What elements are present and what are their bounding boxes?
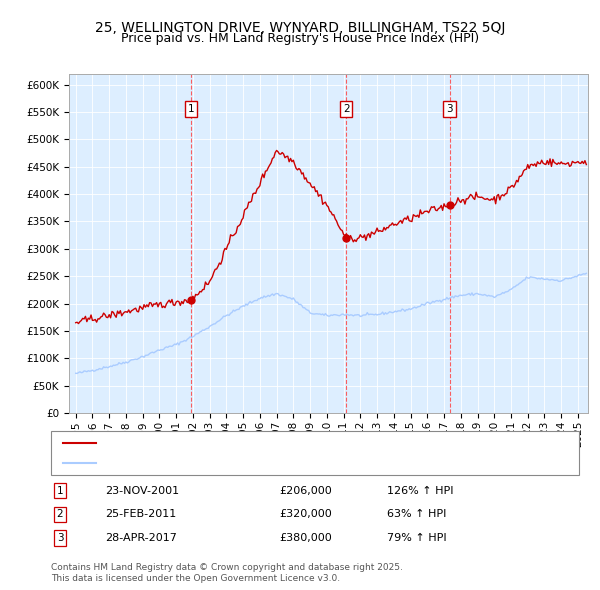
Text: Contains HM Land Registry data © Crown copyright and database right 2025.
This d: Contains HM Land Registry data © Crown c…: [51, 563, 403, 583]
Text: 25-FEB-2011: 25-FEB-2011: [105, 510, 176, 519]
Text: 1: 1: [56, 486, 64, 496]
Text: 3: 3: [56, 533, 64, 543]
Text: 28-APR-2017: 28-APR-2017: [105, 533, 177, 543]
Text: £206,000: £206,000: [279, 486, 332, 496]
Text: £320,000: £320,000: [279, 510, 332, 519]
Text: 25, WELLINGTON DRIVE, WYNYARD, BILLINGHAM, TS22 5QJ (detached house): 25, WELLINGTON DRIVE, WYNYARD, BILLINGHA…: [102, 438, 504, 448]
Text: 2: 2: [343, 104, 349, 114]
Text: 3: 3: [446, 104, 453, 114]
Text: 79% ↑ HPI: 79% ↑ HPI: [387, 533, 446, 543]
Text: Price paid vs. HM Land Registry's House Price Index (HPI): Price paid vs. HM Land Registry's House …: [121, 32, 479, 45]
Text: 1: 1: [188, 104, 194, 114]
Text: 23-NOV-2001: 23-NOV-2001: [105, 486, 179, 496]
Text: £380,000: £380,000: [279, 533, 332, 543]
Text: 25, WELLINGTON DRIVE, WYNYARD, BILLINGHAM, TS22 5QJ: 25, WELLINGTON DRIVE, WYNYARD, BILLINGHA…: [95, 21, 505, 35]
Text: 2: 2: [56, 510, 64, 519]
Text: 126% ↑ HPI: 126% ↑ HPI: [387, 486, 454, 496]
Text: HPI: Average price, detached house, Stockton-on-Tees: HPI: Average price, detached house, Stoc…: [102, 458, 383, 467]
Text: 63% ↑ HPI: 63% ↑ HPI: [387, 510, 446, 519]
